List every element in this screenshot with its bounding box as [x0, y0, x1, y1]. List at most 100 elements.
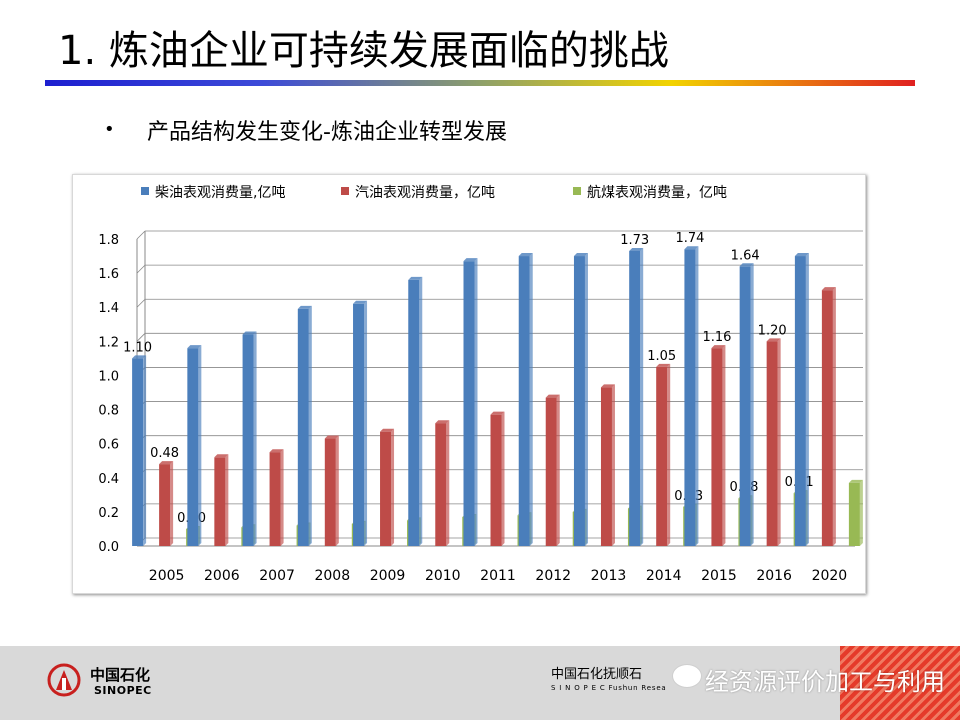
- footer: 中国石化 SINOPEC 中国石化抚顺石 S I N O P E C Fushu…: [0, 646, 960, 720]
- bar-side: [667, 363, 671, 546]
- chart-panel: 0.0 0.2 0.4 0.6 0.8 1.0 1.2 1.4 1.6 1.8 柴油表观消费量,亿吨…: [72, 174, 866, 594]
- bar-top: [159, 461, 174, 465]
- bar: [629, 250, 641, 546]
- bar-side: [280, 449, 284, 546]
- bar: [353, 303, 365, 546]
- title-underline: [45, 80, 915, 86]
- bar-top: [380, 428, 395, 432]
- bar-side: [501, 411, 505, 546]
- bar-top: [297, 305, 312, 309]
- bar-top: [132, 355, 147, 359]
- legend-label: 航煤表观消费量，亿吨: [587, 185, 727, 201]
- bar: [656, 366, 668, 546]
- bar-top: [821, 287, 836, 291]
- y-tick-label: 1.2: [98, 335, 119, 350]
- bar-top: [490, 411, 505, 415]
- bar: [490, 414, 502, 546]
- bar-side: [832, 287, 836, 546]
- bar: [573, 256, 585, 546]
- bar: [132, 358, 144, 546]
- bar: [408, 279, 420, 546]
- x-tick-label: 2015: [701, 568, 737, 584]
- y-tick-label: 1.4: [98, 301, 119, 316]
- x-tick-label: 2009: [370, 568, 406, 584]
- data-label: 1.20: [758, 323, 787, 338]
- bar-side: [777, 338, 781, 546]
- bar-side: [611, 384, 615, 546]
- bar-top: [269, 449, 284, 453]
- bar: [848, 482, 860, 546]
- wechat-icon: [672, 664, 702, 688]
- y-tick-label: 1.0: [98, 369, 119, 384]
- x-tick-label: 2016: [756, 568, 792, 584]
- bar: [821, 290, 833, 546]
- y-tick-label: 0.8: [98, 404, 119, 419]
- bar-side: [253, 331, 257, 546]
- x-tick-label: 2011: [480, 568, 516, 584]
- bar: [766, 341, 778, 546]
- data-label: 1.16: [702, 330, 731, 345]
- gridline-side: [136, 264, 146, 274]
- bar: [518, 256, 530, 546]
- x-tick-label: 2010: [425, 568, 461, 584]
- bar-top: [711, 345, 726, 349]
- gridline-side: [136, 230, 146, 240]
- bar-top: [684, 246, 699, 250]
- bar-side: [170, 461, 174, 546]
- bar-side: [446, 420, 450, 546]
- bar: [242, 334, 254, 546]
- x-tick-label: 2020: [812, 568, 848, 584]
- bar-top: [600, 384, 615, 388]
- bar-side: [805, 253, 809, 547]
- bar-top: [545, 394, 560, 398]
- y-tick-label: 0.0: [98, 540, 119, 555]
- bar-side: [364, 300, 368, 546]
- bar: [269, 452, 281, 546]
- bar: [684, 249, 696, 546]
- legend-swatch: [573, 187, 581, 195]
- wechat-watermark: 经资源评价加工与利用: [705, 668, 945, 696]
- bar: [711, 348, 723, 546]
- bar: [324, 438, 336, 546]
- y-tick-label: 0.6: [98, 438, 119, 453]
- x-tick-label: 2008: [314, 568, 350, 584]
- bar-side: [198, 345, 202, 546]
- legend-label: 柴油表观消费量,亿吨: [155, 185, 285, 201]
- bar-side: [529, 253, 533, 547]
- bar: [794, 256, 806, 546]
- bar-top: [463, 258, 478, 262]
- bar-top: [187, 345, 202, 349]
- bar-top: [214, 454, 229, 458]
- bar-top: [353, 300, 368, 304]
- x-tick-label: 2012: [535, 568, 571, 584]
- bar: [187, 348, 199, 546]
- bar-top: [518, 253, 533, 257]
- bar-side: [640, 247, 644, 546]
- data-label: 1.05: [647, 349, 676, 364]
- bar-top: [848, 479, 863, 483]
- data-label: 1.73: [620, 233, 649, 248]
- bullet-dot: •: [104, 119, 115, 140]
- data-label: 1.74: [675, 231, 704, 246]
- institute-english: S I N O P E C Fushun Resea: [551, 684, 667, 692]
- consumption-bar-chart: 0.0 0.2 0.4 0.6 0.8 1.0 1.2 1.4 1.6 1.8 柴油表观消费量,亿吨…: [98, 185, 863, 584]
- bar-top: [435, 420, 450, 424]
- footer-red-stripe: [840, 646, 960, 720]
- data-label: 1.10: [123, 340, 152, 355]
- bar: [380, 431, 392, 546]
- bar: [297, 308, 309, 546]
- x-tick-label: 2006: [204, 568, 240, 584]
- legend-label: 汽油表观消费量，亿吨: [355, 185, 495, 201]
- bar-side: [695, 246, 699, 546]
- logo-english: SINOPEC: [94, 684, 152, 697]
- sinopec-logo-icon: [47, 663, 81, 697]
- y-tick-label: 0.2: [98, 506, 119, 521]
- bar-side: [859, 479, 863, 546]
- y-tick-label: 0.4: [98, 472, 119, 487]
- bar-side: [584, 253, 588, 547]
- bar-top: [573, 253, 588, 257]
- bar: [463, 261, 475, 546]
- bar: [739, 266, 751, 546]
- bar-side: [556, 394, 560, 546]
- bar-side: [750, 263, 754, 546]
